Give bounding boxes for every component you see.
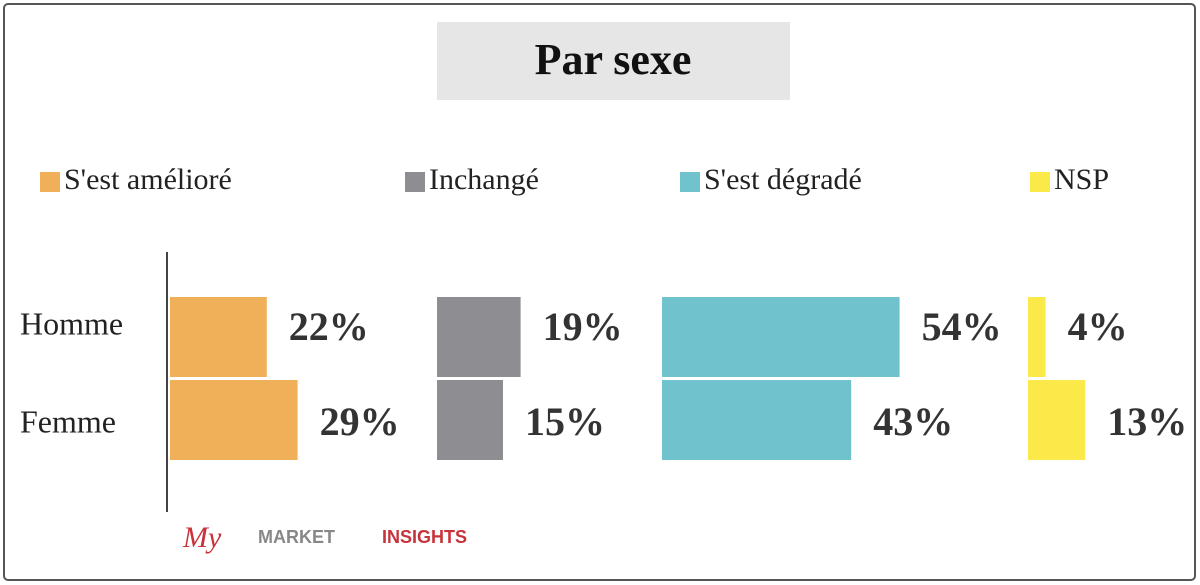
legend-swatch bbox=[40, 172, 60, 192]
value-label: 15% bbox=[525, 399, 605, 444]
value-label: 43% bbox=[873, 399, 953, 444]
title-box bbox=[437, 22, 790, 100]
chart-title: Par sexe bbox=[535, 35, 692, 84]
value-label: 22% bbox=[289, 304, 369, 349]
frame bbox=[3, 3, 1196, 581]
bar bbox=[437, 380, 503, 460]
bar bbox=[1028, 297, 1046, 377]
logo-market: MARKET bbox=[258, 527, 335, 547]
category-label: Homme bbox=[20, 305, 123, 341]
bar bbox=[170, 297, 267, 377]
legend-swatch bbox=[680, 172, 700, 192]
legend-label: Inchangé bbox=[429, 163, 539, 196]
category-label: Femme bbox=[20, 403, 116, 439]
value-label: 13% bbox=[1107, 399, 1187, 444]
logo-insights: INSIGHTS bbox=[382, 527, 467, 547]
bar bbox=[437, 297, 521, 377]
legend-swatch bbox=[405, 172, 425, 192]
value-label: 4% bbox=[1068, 304, 1128, 349]
bar bbox=[170, 380, 298, 460]
bar bbox=[662, 297, 900, 377]
bar bbox=[662, 380, 852, 460]
legend-label: S'est amélioré bbox=[64, 163, 232, 196]
value-label: 29% bbox=[320, 399, 400, 444]
legend-label: S'est dégradé bbox=[704, 163, 862, 196]
legend-label: NSP bbox=[1054, 163, 1109, 196]
value-label: 19% bbox=[543, 304, 623, 349]
bar bbox=[1028, 380, 1086, 460]
logo-my: My bbox=[182, 521, 222, 554]
legend-swatch bbox=[1030, 172, 1050, 192]
value-label: 54% bbox=[922, 304, 1002, 349]
